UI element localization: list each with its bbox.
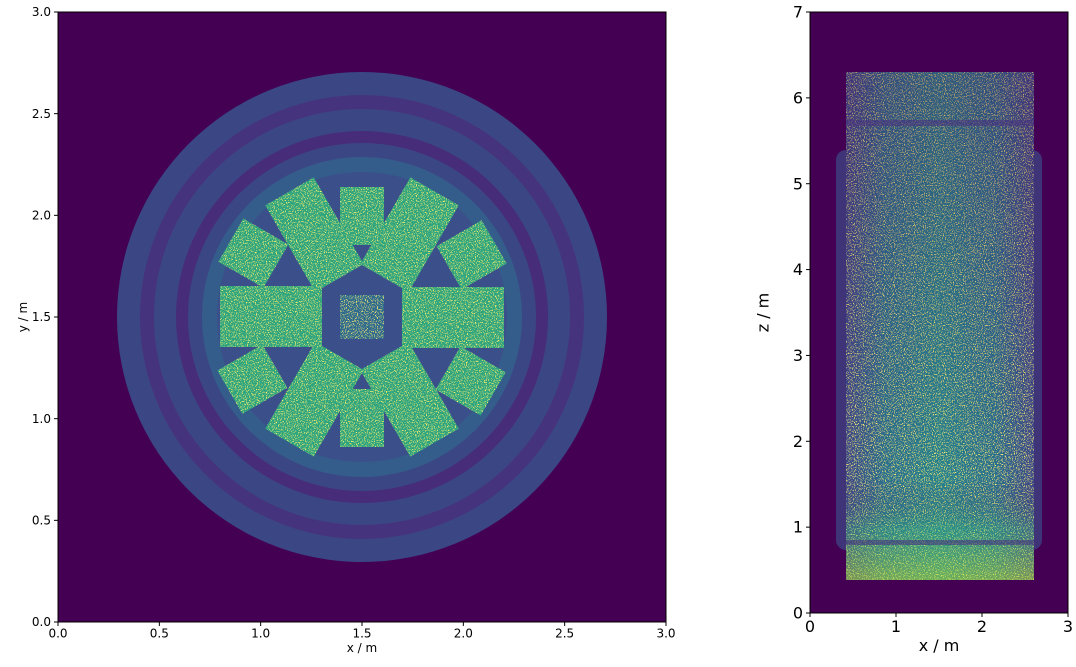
x-tick-label: 1 — [891, 617, 901, 636]
heatmap-image — [58, 12, 666, 622]
x-axis-label: x / m — [919, 636, 960, 655]
y-tick-label: 3.0 — [32, 5, 51, 19]
heatmap-image — [810, 12, 1068, 613]
y-tick-label: 3 — [793, 346, 803, 365]
y-tick-label: 0.5 — [32, 514, 51, 528]
x-tick-label: 2.0 — [454, 627, 473, 641]
x-tick-label: 0.5 — [150, 627, 169, 641]
x-tick-label: 0.0 — [48, 627, 67, 641]
y-tick-label: 4 — [793, 260, 803, 279]
y-tick-label: 0 — [793, 604, 803, 623]
x-tick-label: 2.5 — [555, 627, 574, 641]
x-tick-label: 3 — [1063, 617, 1073, 636]
x-tick-label: 1.0 — [251, 627, 270, 641]
y-tick-label: 0.0 — [32, 615, 51, 629]
y-tick-label: 1.0 — [32, 412, 51, 426]
y-tick-label: 6 — [793, 88, 803, 107]
y-tick-label: 2.5 — [32, 107, 51, 121]
y-axis-label: y / m — [16, 302, 30, 332]
y-tick-label: 1.5 — [32, 310, 51, 324]
x-tick-label: 2 — [977, 617, 987, 636]
y-axis-label: z / m — [753, 293, 772, 333]
y-tick-label: 1 — [793, 518, 803, 537]
x-tick-label: 3.0 — [656, 627, 675, 641]
y-tick-label: 7 — [793, 3, 803, 22]
x-tick-label: 0 — [805, 617, 815, 636]
y-tick-label: 2.0 — [32, 209, 51, 223]
y-tick-label: 5 — [793, 174, 803, 193]
figure: 0.0 0.5 1.0 1.5 2.0 2.5 3.0 0.0 0.5 1.0 1.5 2.0 2.5 3… — [0, 0, 1076, 663]
x-axis-label: x / m — [347, 641, 377, 655]
y-tick-label: 2 — [793, 432, 803, 451]
x-tick-label: 1.5 — [352, 627, 371, 641]
